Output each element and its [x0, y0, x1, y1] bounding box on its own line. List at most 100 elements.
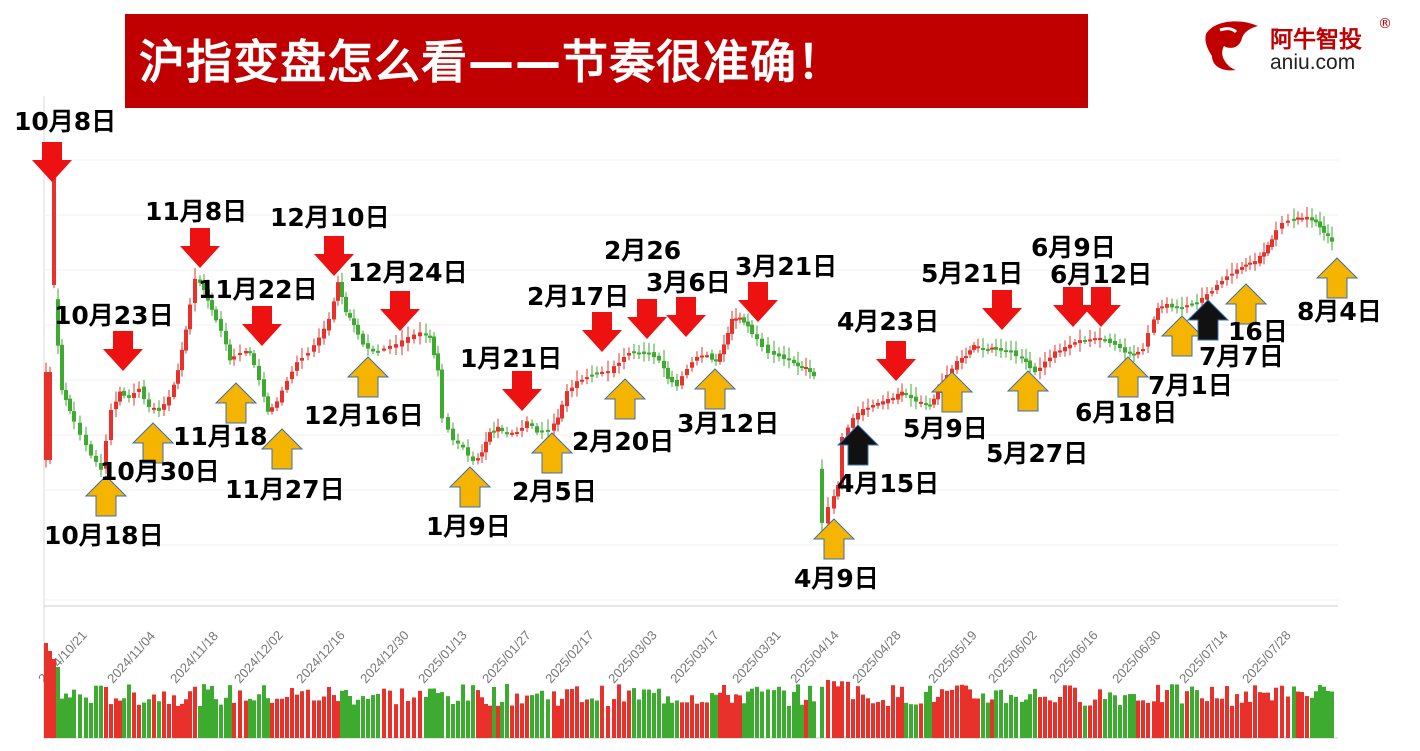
candle-body	[366, 343, 370, 349]
candle-body	[932, 398, 936, 405]
volume-bar	[1141, 700, 1145, 738]
candle-body	[418, 332, 422, 337]
volume-bar	[972, 698, 976, 738]
volume-bar	[1093, 699, 1097, 738]
volume-bar	[428, 688, 432, 738]
x-tick-label: 2025/03/31	[729, 628, 784, 686]
volume-bar	[1248, 701, 1252, 738]
volume-bar	[238, 690, 242, 738]
candle-body	[94, 455, 98, 462]
candle-body	[766, 344, 770, 354]
annotation-label: 7月1日	[1148, 371, 1233, 400]
candle-body	[332, 301, 336, 320]
candle-body	[1305, 216, 1309, 220]
volume-bar	[322, 696, 326, 738]
annotation-label: 12月24日	[348, 258, 468, 287]
candle-body	[406, 336, 410, 343]
volume-bar	[451, 704, 455, 738]
volume-bar	[1132, 694, 1136, 738]
volume-bar	[361, 696, 365, 738]
volume-bar	[590, 698, 594, 738]
volume-bar	[1038, 697, 1042, 738]
annotation-label: 6月9日	[1031, 233, 1116, 262]
candle-body	[56, 299, 60, 346]
volume-bar	[1123, 695, 1127, 738]
candle-body	[312, 345, 316, 352]
volume-bar	[336, 701, 340, 738]
volume-bar	[480, 697, 484, 738]
volume-bar	[510, 705, 514, 738]
candle-body	[496, 426, 500, 432]
candle-body	[436, 353, 440, 371]
volume-bar	[575, 686, 579, 738]
volume-bar	[198, 705, 202, 738]
volume-bar	[492, 686, 496, 738]
volume-bar	[436, 693, 440, 738]
volume-bar	[718, 692, 722, 738]
volume-bar	[1048, 700, 1052, 738]
x-tick-label: 2025/03/17	[667, 628, 722, 686]
volume-bar	[300, 691, 304, 738]
candle-body	[1146, 333, 1150, 347]
candle-body	[1118, 343, 1122, 349]
candle-body	[1310, 217, 1314, 221]
volume-bar	[68, 697, 72, 738]
annotation-label: 7月7日	[1199, 342, 1284, 371]
volume-bar	[1175, 684, 1179, 738]
volume-bar	[722, 685, 726, 738]
buy-arrow-icon	[346, 356, 390, 398]
volume-bar	[412, 697, 416, 738]
candle-body	[1098, 338, 1102, 341]
candle-body	[832, 496, 836, 509]
candle-body	[909, 394, 913, 399]
candle-body	[1073, 342, 1077, 345]
volume-bar	[945, 690, 949, 738]
sell-arrow-icon	[666, 297, 706, 337]
sell-arrow-icon	[1081, 287, 1121, 327]
annotation-label: 11月8日	[145, 197, 247, 226]
volume-bar	[484, 703, 488, 738]
candle-body	[1068, 344, 1072, 349]
volume-bar	[1028, 694, 1032, 738]
candle-body	[1180, 307, 1184, 310]
volume-bar	[471, 685, 475, 738]
volume-bar	[990, 699, 994, 738]
volume-bar	[424, 696, 428, 738]
candle-body	[999, 348, 1003, 351]
candle-body	[1322, 225, 1326, 233]
x-tick-label: 2024/10/21	[35, 628, 90, 686]
candle-body	[376, 350, 380, 353]
volume-bar	[690, 695, 694, 738]
volume-bar	[994, 690, 998, 738]
candle-body	[500, 427, 504, 432]
candle-body	[68, 398, 72, 412]
page-title: 沪指变盘怎么看——节奏很准确！	[139, 35, 844, 89]
candle-body	[492, 430, 496, 433]
candle-body	[1156, 308, 1160, 320]
volume-bar	[1053, 702, 1057, 738]
annotation-label: 2月26	[604, 236, 681, 265]
candle-body	[400, 340, 404, 347]
sell-arrow-icon	[876, 341, 916, 381]
candle-body	[1258, 255, 1262, 264]
volume-bar	[891, 685, 895, 738]
candle-body	[167, 396, 171, 406]
volume-bar	[206, 689, 210, 738]
candle-body	[446, 417, 450, 430]
volume-bar	[1300, 692, 1304, 738]
x-tick-label: 2024/11/04	[104, 628, 158, 686]
volume-bar	[1063, 685, 1067, 738]
volume-bar	[180, 703, 184, 738]
candle-body	[826, 507, 830, 524]
volume-bar	[1152, 701, 1156, 738]
buy-arrow-icon	[260, 428, 304, 470]
candle-body	[1165, 304, 1169, 308]
annotation-label: 12月10日	[270, 203, 390, 232]
volume-bar	[1068, 685, 1072, 738]
candle-body	[361, 333, 365, 345]
x-tick-label: 2025/05/19	[925, 628, 980, 686]
candle-body	[836, 485, 840, 497]
annotation-label: 16日	[1228, 317, 1288, 346]
candle-body	[172, 384, 176, 398]
volume-bar	[184, 699, 188, 738]
